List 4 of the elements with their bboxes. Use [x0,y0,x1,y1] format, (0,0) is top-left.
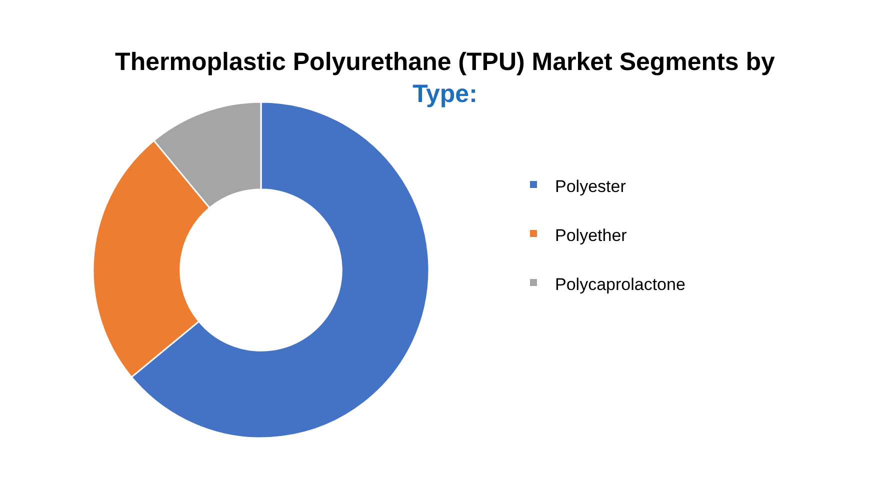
legend-label: Polyester [555,176,626,196]
legend-label: Polycaprolactone [555,274,686,294]
legend-label: Polyether [555,226,628,245]
chart-title: Thermoplastic Polyurethane (TPU) Market Segments by Type: [115,48,776,108]
